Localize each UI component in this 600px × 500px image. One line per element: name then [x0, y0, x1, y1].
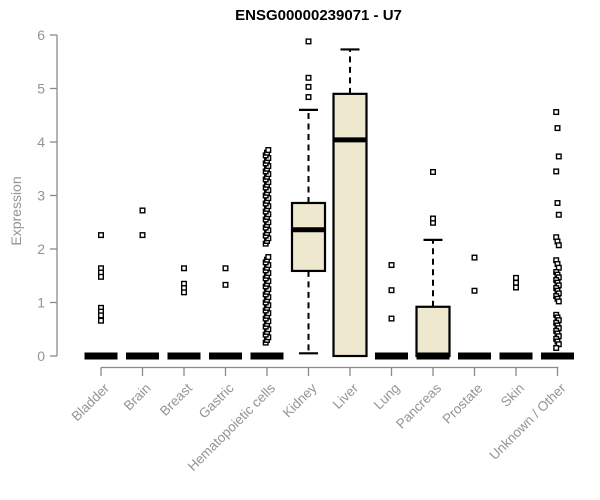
category-label-pancreas: Pancreas [393, 380, 444, 431]
median-line-liver [333, 137, 367, 143]
zero-bar-prostate [458, 352, 491, 360]
outlier-point-prostate [471, 287, 478, 294]
category-label-unknown-other: Unknown / Other [486, 380, 569, 463]
outlier-point-bladder [97, 317, 104, 324]
outlier-point-pancreas [430, 215, 437, 222]
y-tick-label-1: 1 [37, 295, 45, 311]
y-tick-label-2: 2 [37, 241, 45, 257]
outlier-point-prostate [471, 254, 478, 261]
y-tick-label-4: 4 [37, 134, 45, 150]
outlier-point-kidney [305, 74, 312, 81]
outlier-point-unknown-other [553, 168, 560, 175]
y-tick-label-3: 3 [37, 188, 45, 204]
category-label-breast: Breast [157, 380, 195, 418]
outlier-point-kidney [305, 94, 312, 101]
outlier-point-skin [513, 279, 520, 286]
y-tick-label-6: 6 [37, 27, 45, 43]
zero-bar-bladder [84, 352, 118, 360]
outlier-point-hematopoietic-cells [265, 254, 272, 261]
outlier-point-unknown-other [553, 344, 560, 351]
category-label-lung: Lung [371, 381, 403, 413]
outlier-point-gastric [222, 265, 229, 272]
outlier-point-skin [513, 284, 520, 291]
outlier-point-hematopoietic-cells [265, 147, 272, 154]
outlier-point-pancreas [430, 168, 437, 175]
outlier-point-unknown-other [555, 211, 562, 218]
outlier-point-brain [139, 207, 146, 214]
outlier-point-unknown-other [555, 153, 562, 160]
outlier-point-gastric [222, 281, 229, 288]
outlier-point-skin [513, 274, 520, 281]
outlier-point-bladder [97, 312, 104, 319]
zero-bar-hematopoietic-cells [250, 352, 284, 360]
outlier-point-breast [180, 289, 187, 296]
category-label-gastric: Gastric [196, 380, 237, 421]
chart-title: ENSG00000239071 - U7 [235, 7, 402, 24]
outlier-point-kidney [305, 38, 312, 45]
category-label-prostate: Prostate [439, 381, 485, 427]
outlier-point-unknown-other [555, 242, 562, 249]
outlier-point-lung [388, 287, 395, 294]
zero-bar-unknown-other [541, 352, 574, 360]
outlier-point-unknown-other [553, 109, 560, 116]
category-label-skin: Skin [498, 381, 527, 410]
outlier-point-lung [388, 262, 395, 269]
median-bar-pancreas [416, 352, 450, 360]
y-tick-label-0: 0 [37, 348, 45, 364]
box-liver [332, 92, 368, 358]
box-pancreas [415, 305, 451, 358]
zero-bar-skin [499, 352, 533, 360]
category-label-brain: Brain [121, 381, 154, 414]
category-label-bladder: Bladder [69, 380, 113, 424]
zero-bar-breast [167, 352, 201, 360]
outlier-point-unknown-other [554, 199, 561, 206]
median-line-kidney [292, 227, 325, 233]
box-kidney [290, 201, 327, 273]
category-label-liver: Liver [330, 380, 362, 412]
outlier-point-bladder [97, 273, 104, 280]
outlier-point-lung [388, 315, 395, 322]
outlier-point-unknown-other [554, 125, 561, 132]
zero-bar-lung [375, 352, 408, 360]
category-label-kidney: Kidney [280, 380, 320, 420]
outlier-point-unknown-other [555, 298, 562, 305]
y-tick-label-5: 5 [37, 81, 45, 97]
outlier-point-brain [139, 232, 146, 239]
y-axis-title: Expression [8, 176, 24, 246]
zero-bar-gastric [209, 352, 242, 360]
zero-bar-brain [126, 352, 159, 360]
outlier-point-breast [180, 265, 187, 272]
outlier-point-bladder [97, 232, 104, 239]
outlier-point-kidney [305, 83, 312, 90]
